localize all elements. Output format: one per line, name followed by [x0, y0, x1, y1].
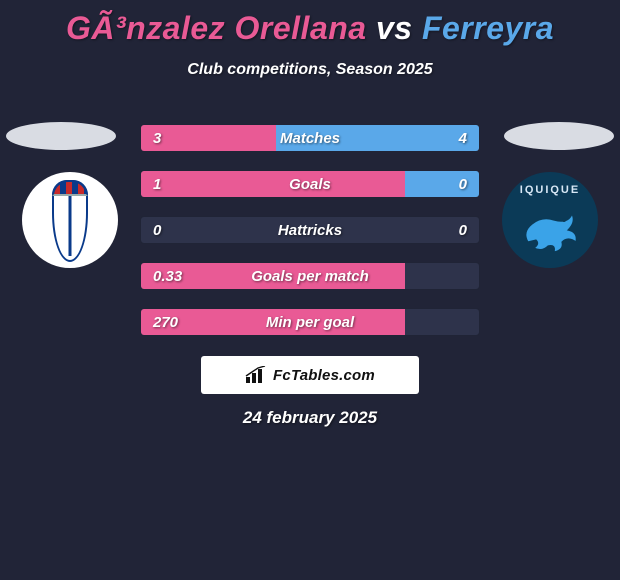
bar-row: 1 Goals 0 [140, 170, 480, 198]
page-title: GÃ³nzalez Orellana vs Ferreyra [0, 0, 620, 47]
bar-label: Goals [141, 171, 479, 197]
title-vs: vs [376, 10, 413, 46]
bar-label: Min per goal [141, 309, 479, 335]
club-crest-left [22, 172, 118, 268]
comparison-bars: 3 Matches 4 1 Goals 0 0 Hattricks 0 0.33… [140, 124, 480, 354]
bar-row: 0.33 Goals per match [140, 262, 480, 290]
bar-label: Hattricks [141, 217, 479, 243]
bar-label: Matches [141, 125, 479, 151]
bar-value-right: 0 [459, 217, 467, 243]
player-silhouette-right [504, 122, 614, 150]
brand-badge: FcTables.com [201, 356, 419, 394]
brand-text: FcTables.com [273, 367, 375, 384]
bar-value-right: 0 [459, 171, 467, 197]
crest-right-label: IQUIQUE [502, 184, 598, 196]
subtitle: Club competitions, Season 2025 [0, 61, 620, 79]
match-date: 24 february 2025 [0, 408, 620, 428]
crest-left-stripe [69, 196, 72, 256]
bar-row: 0 Hattricks 0 [140, 216, 480, 244]
bar-row: 3 Matches 4 [140, 124, 480, 152]
title-right-name: Ferreyra [422, 10, 554, 46]
title-left-name: GÃ³nzalez Orellana [66, 10, 367, 46]
bar-label: Goals per match [141, 263, 479, 289]
bar-value-right: 4 [459, 125, 467, 151]
bar-chart-icon [245, 366, 267, 384]
player-silhouette-left [6, 122, 116, 150]
dragon-icon [518, 202, 582, 258]
club-crest-right: IQUIQUE [502, 172, 598, 268]
bar-row: 270 Min per goal [140, 308, 480, 336]
